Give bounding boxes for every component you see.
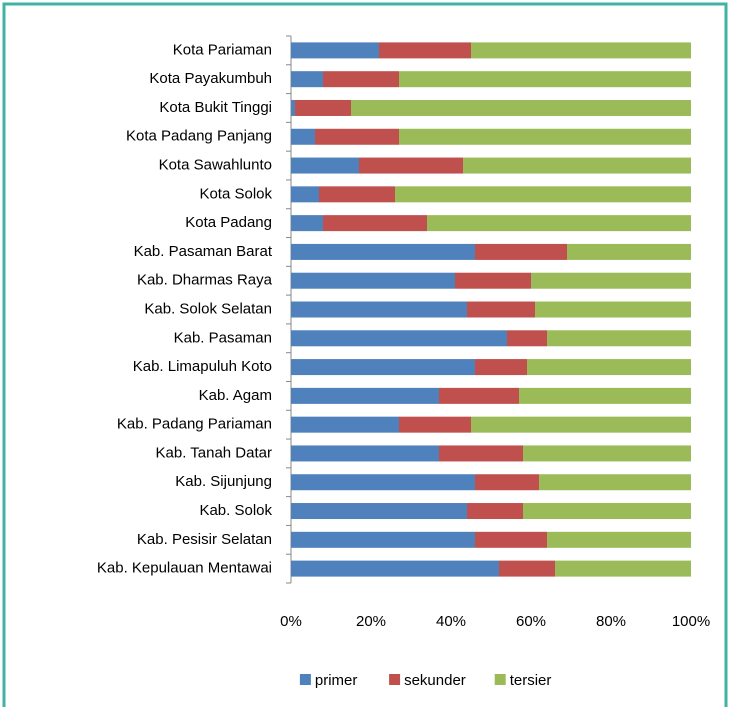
legend-label: sekunder bbox=[404, 672, 466, 689]
bar-segment bbox=[291, 215, 323, 232]
bar-segment bbox=[291, 560, 499, 577]
bar-segment bbox=[547, 531, 691, 548]
bar-segment bbox=[475, 359, 527, 376]
bar-segment bbox=[291, 99, 295, 116]
category-label: Kota Padang bbox=[185, 214, 272, 231]
category-label: Kota Bukit Tinggi bbox=[159, 99, 272, 116]
category-label: Kab. Solok bbox=[199, 502, 272, 519]
x-tick-label: 80% bbox=[596, 613, 626, 630]
bar-segment bbox=[523, 503, 691, 520]
category-label: Kab. Pasaman bbox=[174, 329, 272, 346]
x-tick-label: 60% bbox=[516, 613, 546, 630]
bar-segment bbox=[291, 71, 323, 88]
bar-segment bbox=[535, 301, 691, 318]
bar-segment bbox=[399, 71, 691, 88]
bar-segment bbox=[291, 42, 379, 59]
category-label: Kab. Pesisir Selatan bbox=[137, 531, 272, 548]
category-label: Kota Pariaman bbox=[173, 41, 272, 58]
bar-segment bbox=[439, 387, 519, 404]
bar-segment bbox=[467, 503, 523, 520]
bar-segment bbox=[567, 243, 691, 260]
category-label: Kab. Dharmas Raya bbox=[137, 272, 273, 289]
bar-segment bbox=[471, 42, 691, 59]
bar-segment bbox=[523, 445, 691, 462]
bar-segment bbox=[359, 157, 463, 174]
x-tick-label: 40% bbox=[436, 613, 466, 630]
bar-segment bbox=[399, 128, 691, 145]
legend-label: primer bbox=[315, 672, 358, 689]
bar-segment bbox=[531, 272, 691, 289]
bar-segment bbox=[291, 416, 399, 433]
bar-segment bbox=[547, 330, 691, 347]
bar-segment bbox=[315, 128, 399, 145]
bar-segment bbox=[467, 301, 535, 318]
bar-segment bbox=[295, 99, 351, 116]
bar-segment bbox=[463, 157, 691, 174]
x-tick-label: 100% bbox=[672, 613, 710, 630]
category-label: Kab. Pasaman Barat bbox=[134, 243, 273, 260]
bar-segment bbox=[555, 560, 691, 577]
bar-segment bbox=[379, 42, 471, 59]
bar-segment bbox=[351, 99, 691, 116]
category-label: Kab. Padang Pariaman bbox=[117, 416, 272, 433]
bar-segment bbox=[439, 445, 523, 462]
bar-segment bbox=[399, 416, 471, 433]
category-label: Kota Payakumbuh bbox=[149, 70, 272, 87]
bar-segment bbox=[291, 272, 455, 289]
bar-segment bbox=[291, 359, 475, 376]
bar-segment bbox=[291, 474, 475, 491]
category-label: Kota Padang Panjang bbox=[126, 128, 272, 145]
category-label: Kab. Tanah Datar bbox=[156, 444, 272, 461]
bar-segment bbox=[507, 330, 547, 347]
category-label: Kab. Agam bbox=[199, 387, 272, 404]
bar-segment bbox=[323, 215, 427, 232]
bar-segment bbox=[291, 157, 359, 174]
bar-segment bbox=[395, 186, 691, 203]
bar-segment bbox=[539, 474, 691, 491]
bar-segment bbox=[291, 186, 319, 203]
category-label: Kab. Limapuluh Koto bbox=[133, 358, 272, 375]
category-label: Kota Sawahlunto bbox=[159, 157, 272, 174]
bar-segment bbox=[319, 186, 395, 203]
category-label: Kab. Kepulauan Mentawai bbox=[97, 560, 272, 577]
bar-segment bbox=[471, 416, 691, 433]
bar-segment bbox=[455, 272, 531, 289]
bar-segment bbox=[291, 503, 467, 520]
x-tick-label: 0% bbox=[280, 613, 302, 630]
bar-segment bbox=[291, 330, 507, 347]
legend-swatch bbox=[494, 674, 506, 685]
bar-segment bbox=[291, 531, 475, 548]
category-label: Kab. Sijunjung bbox=[175, 473, 272, 490]
bar-segment bbox=[291, 301, 467, 318]
legend-label: tersier bbox=[510, 672, 552, 689]
bar-segment bbox=[427, 215, 691, 232]
bar-segment bbox=[323, 71, 399, 88]
bar-segment bbox=[291, 243, 475, 260]
x-tick-label: 20% bbox=[356, 613, 386, 630]
bar-segment bbox=[291, 445, 439, 462]
legend-swatch bbox=[299, 674, 311, 685]
bar-segment bbox=[475, 474, 539, 491]
bar-segment bbox=[519, 387, 691, 404]
bar-segment bbox=[291, 387, 439, 404]
bar-segment bbox=[499, 560, 555, 577]
category-label: Kab. Solok Selatan bbox=[144, 300, 272, 317]
bar-segment bbox=[527, 359, 691, 376]
bar-segment bbox=[291, 128, 315, 145]
legend-swatch bbox=[389, 674, 401, 685]
bar-segment bbox=[475, 243, 567, 260]
bar-segment bbox=[475, 531, 547, 548]
category-label: Kota Solok bbox=[199, 185, 272, 202]
